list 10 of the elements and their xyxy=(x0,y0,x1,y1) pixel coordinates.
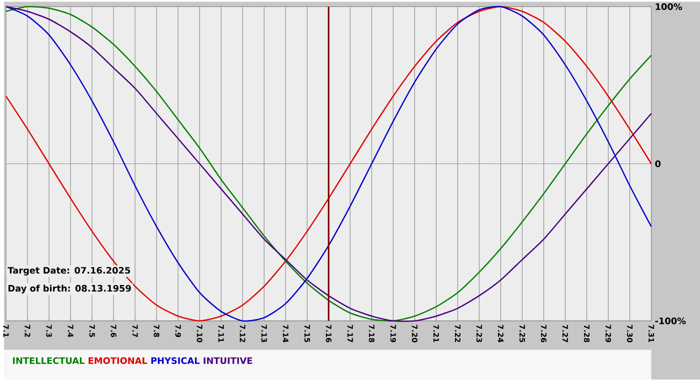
annotation: Target Date: 07.16.2025 xyxy=(8,267,130,276)
line-series xyxy=(5,6,652,322)
text: EMOTIONAL xyxy=(88,357,148,364)
annotation: Day of birth: 08.13.1959 xyxy=(8,285,131,294)
text: INTUITIVE xyxy=(204,358,252,364)
text: PHYSICAL xyxy=(151,357,200,364)
y-tick-label: 0 xyxy=(655,160,661,168)
text: INTELLECTUAL xyxy=(13,357,84,364)
y-tick-label: -100% xyxy=(655,318,686,324)
y-tick-label: 100% xyxy=(656,4,682,10)
